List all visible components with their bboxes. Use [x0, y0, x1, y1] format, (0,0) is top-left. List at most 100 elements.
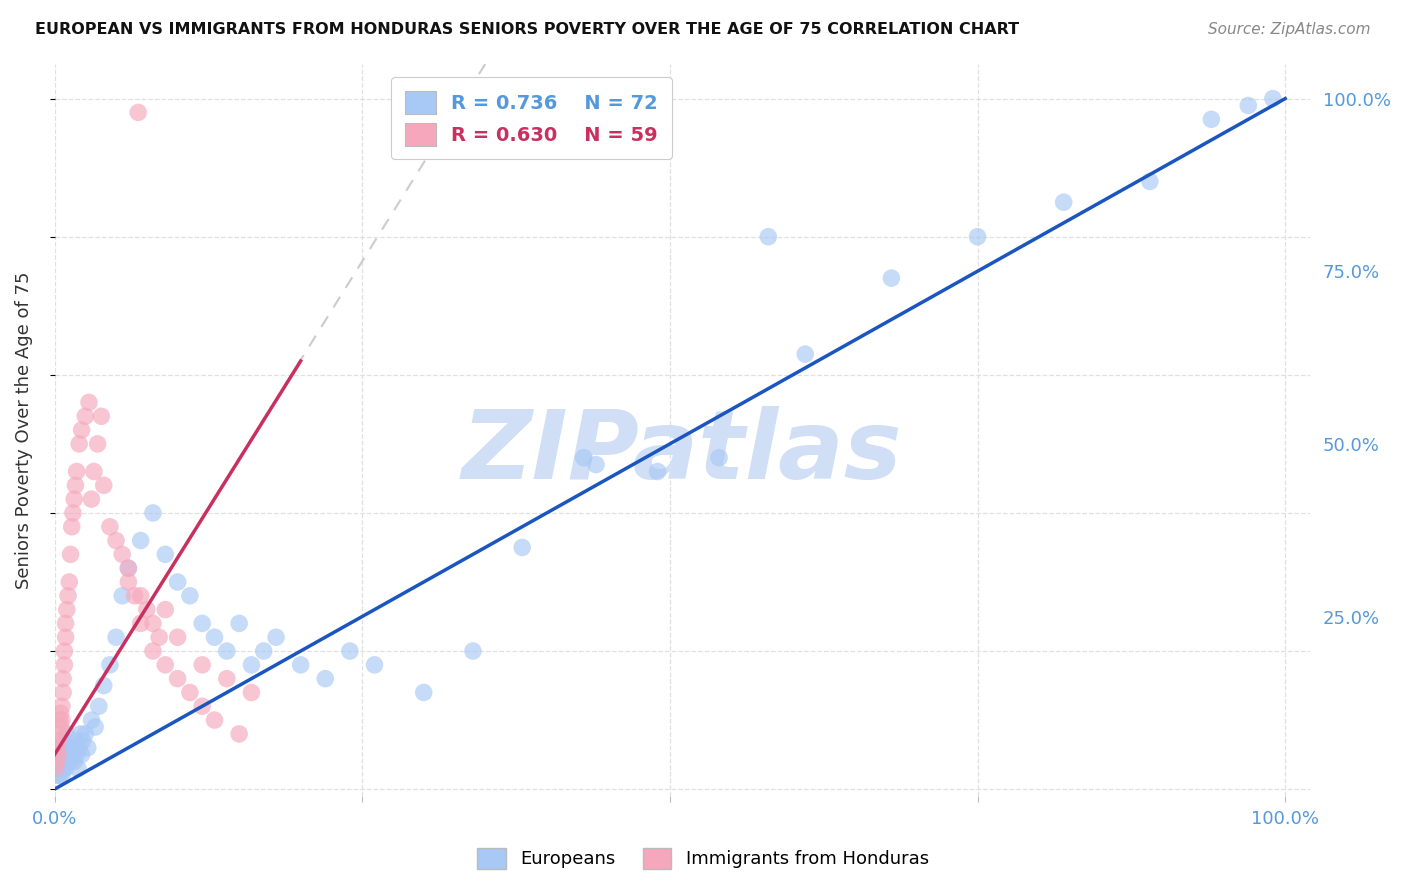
Point	[155, 657, 177, 672]
Point	[84, 720, 107, 734]
Point	[62, 740, 84, 755]
Point	[49, 706, 72, 721]
Point	[75, 727, 97, 741]
Point	[1237, 98, 1260, 112]
Point	[53, 644, 76, 658]
Point	[63, 755, 86, 769]
Point	[53, 734, 76, 748]
Point	[191, 699, 214, 714]
Point	[45, 761, 67, 775]
Point	[129, 533, 152, 548]
Legend: R = 0.736    N = 72, R = 0.630    N = 59: R = 0.736 N = 72, R = 0.630 N = 59	[391, 78, 672, 160]
Point	[127, 105, 149, 120]
Point	[105, 630, 128, 644]
Point	[46, 747, 69, 762]
Point	[59, 755, 82, 769]
Point	[52, 672, 75, 686]
Point	[49, 740, 72, 755]
Point	[1139, 174, 1161, 188]
Point	[253, 644, 276, 658]
Point	[135, 602, 157, 616]
Point	[111, 589, 134, 603]
Point	[124, 589, 146, 603]
Point	[46, 734, 69, 748]
Point	[142, 616, 165, 631]
Point	[76, 740, 98, 755]
Point	[60, 747, 83, 762]
Point	[49, 720, 72, 734]
Point	[290, 657, 312, 672]
Point	[60, 520, 83, 534]
Point	[215, 644, 238, 658]
Point	[155, 547, 177, 561]
Point	[53, 755, 76, 769]
Point	[48, 755, 70, 769]
Point	[48, 768, 70, 782]
Point	[129, 589, 152, 603]
Point	[51, 768, 73, 782]
Point	[55, 616, 77, 631]
Point	[67, 740, 90, 755]
Point	[129, 616, 152, 631]
Point	[314, 672, 336, 686]
Point	[77, 395, 100, 409]
Point	[412, 685, 434, 699]
Point	[1261, 92, 1284, 106]
Point	[117, 574, 139, 589]
Point	[56, 589, 79, 603]
Point	[53, 657, 76, 672]
Point	[93, 478, 115, 492]
Point	[66, 761, 89, 775]
Point	[240, 657, 263, 672]
Point	[56, 747, 79, 762]
Point	[70, 423, 93, 437]
Point	[191, 616, 214, 631]
Point	[56, 602, 79, 616]
Point	[585, 458, 607, 472]
Point	[59, 547, 82, 561]
Point	[111, 547, 134, 561]
Point	[204, 713, 226, 727]
Point	[98, 520, 121, 534]
Text: Source: ZipAtlas.com: Source: ZipAtlas.com	[1208, 22, 1371, 37]
Point	[51, 713, 73, 727]
Point	[86, 437, 108, 451]
Point	[46, 740, 69, 755]
Point	[117, 561, 139, 575]
Point	[966, 229, 988, 244]
Point	[46, 768, 69, 782]
Point	[72, 734, 94, 748]
Point	[155, 602, 177, 616]
Point	[756, 229, 779, 244]
Point	[363, 657, 385, 672]
Point	[65, 734, 87, 748]
Point	[67, 437, 90, 451]
Point	[52, 740, 75, 755]
Point	[48, 713, 70, 727]
Point	[58, 574, 80, 589]
Point	[62, 506, 84, 520]
Point	[647, 465, 669, 479]
Point	[46, 747, 69, 762]
Point	[93, 679, 115, 693]
Point	[69, 727, 91, 741]
Point	[83, 465, 105, 479]
Point	[707, 450, 730, 465]
Point	[55, 761, 77, 775]
Point	[51, 699, 73, 714]
Point	[98, 657, 121, 672]
Point	[56, 755, 79, 769]
Text: EUROPEAN VS IMMIGRANTS FROM HONDURAS SENIORS POVERTY OVER THE AGE OF 75 CORRELAT: EUROPEAN VS IMMIGRANTS FROM HONDURAS SEN…	[35, 22, 1019, 37]
Point	[166, 574, 188, 589]
Point	[228, 616, 250, 631]
Point	[1201, 112, 1223, 127]
Point	[1053, 195, 1076, 210]
Point	[56, 727, 79, 741]
Point	[461, 644, 484, 658]
Point	[142, 644, 165, 658]
Point	[51, 747, 73, 762]
Point	[148, 630, 170, 644]
Point	[142, 506, 165, 520]
Point	[215, 672, 238, 686]
Point	[58, 740, 80, 755]
